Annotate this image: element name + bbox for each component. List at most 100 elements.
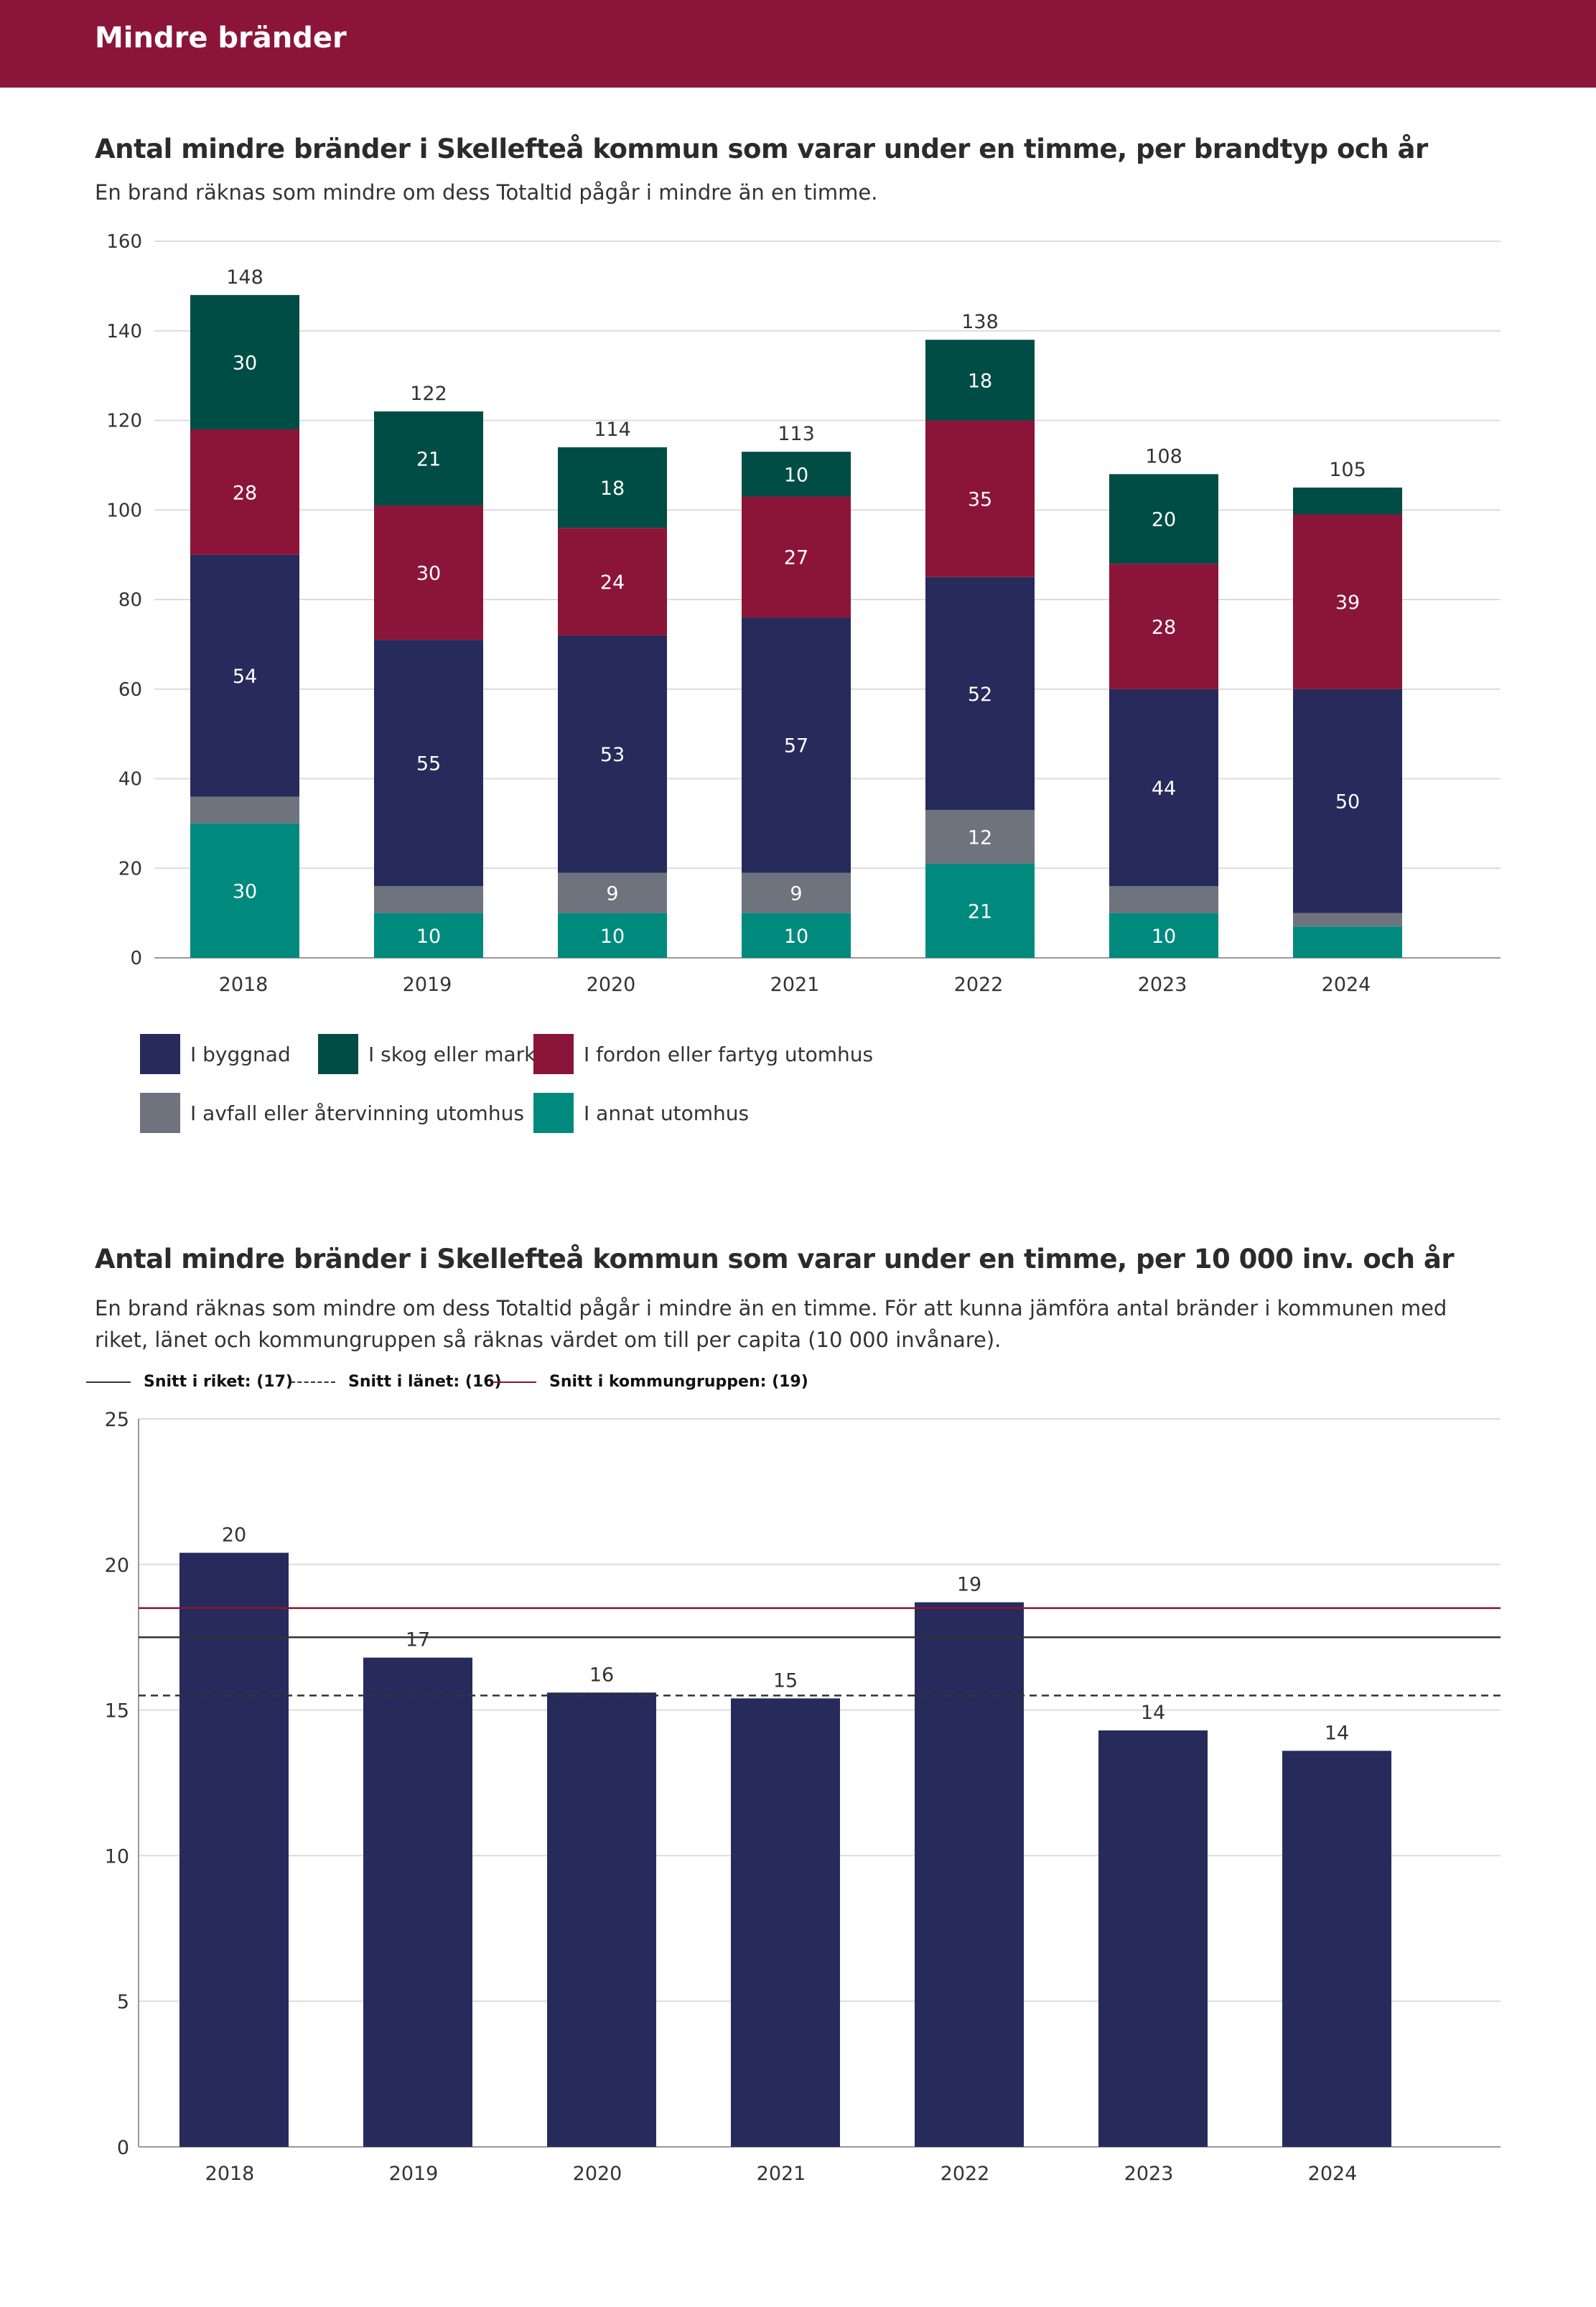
- bar-segment: [925, 340, 1035, 421]
- segment-value-label: 30: [233, 352, 257, 374]
- bar-segment: [925, 864, 1035, 958]
- bar-total-label: 105: [1329, 459, 1366, 481]
- bar-value-label: 14: [1325, 1722, 1349, 1744]
- segment-value-label: 20: [1152, 509, 1176, 531]
- segment-value-label: 28: [233, 482, 257, 504]
- legend-label: I skog eller mark: [368, 1042, 536, 1066]
- bar: [363, 1657, 472, 2147]
- bar-total-label: 114: [594, 419, 631, 441]
- bar-value-label: 14: [1141, 1702, 1165, 1724]
- bar-segment: [190, 294, 299, 429]
- legend-item: I fordon eller fartyg utomhus: [533, 1034, 873, 1074]
- per-capita-bar-chart: 0 5 10 15 20 25 20 2018 17 2019 16 2020 15 2021 19 2022…: [105, 1409, 1501, 2185]
- stacked-bar-chart: 0204060801001201401603054283014820181055…: [106, 231, 1501, 996]
- chart1-subtitle: En brand räknas som mindre om dess Total…: [95, 180, 878, 205]
- bar-value-label: 16: [589, 1664, 614, 1686]
- segment-value-label: 44: [1152, 778, 1176, 800]
- bar-total-label: 108: [1145, 445, 1182, 467]
- bar-total-label: 138: [961, 311, 999, 333]
- reference-legend-line: [291, 1381, 335, 1383]
- x-tick-label: 2020: [573, 2163, 622, 2185]
- legend-label: I byggnad: [190, 1042, 291, 1066]
- bar-segment: [1109, 474, 1218, 564]
- legend-item: I avfall eller återvinning utomhus: [140, 1093, 524, 1133]
- bar: [731, 1698, 840, 2147]
- y-tick-label: 10: [105, 1845, 129, 1868]
- legend-swatch: [318, 1034, 358, 1074]
- segment-value-label: 9: [790, 883, 802, 905]
- segment-value-label: 55: [416, 753, 441, 775]
- bar-segment: [374, 505, 483, 640]
- legend-label: I fordon eller fartyg utomhus: [584, 1042, 874, 1066]
- bar-segment: [1293, 514, 1402, 689]
- x-tick-label: 2022: [954, 974, 1004, 996]
- y-tick-label: 0: [130, 948, 142, 969]
- legend-label: I annat utomhus: [584, 1101, 750, 1125]
- segment-value-label: 18: [600, 477, 625, 500]
- y-tick-label: 160: [106, 231, 142, 253]
- bar-segment: [742, 452, 851, 497]
- bar-segment: [925, 577, 1035, 811]
- bar-segment: [1109, 564, 1218, 689]
- legend-swatch: [140, 1093, 180, 1133]
- segment-value-label: 39: [1335, 592, 1360, 614]
- segment-value-label: 21: [416, 449, 441, 471]
- bar-segment: [558, 447, 667, 528]
- segment-value-label: 52: [968, 684, 992, 706]
- y-tick-label: 5: [117, 1991, 129, 2013]
- y-tick-label: 40: [118, 769, 142, 791]
- bar-segment: [1293, 913, 1402, 927]
- reference-legend-line: [86, 1381, 131, 1383]
- reference-legend-item: Snitt i kommungruppen: (19): [492, 1373, 808, 1391]
- y-tick-label: 100: [106, 500, 142, 521]
- bar-value-label: 17: [406, 1629, 430, 1651]
- x-tick-label: 2018: [219, 974, 269, 996]
- y-tick-label: 15: [105, 1700, 129, 1723]
- segment-value-label: 57: [784, 735, 808, 758]
- bar-segment: [925, 810, 1035, 864]
- bar-segment: [742, 913, 851, 958]
- bar-segment: [1293, 689, 1402, 913]
- x-tick-label: 2023: [1138, 974, 1187, 996]
- y-tick-label: 0: [117, 2137, 129, 2159]
- bar-segment: [1293, 926, 1402, 958]
- y-tick-label: 120: [106, 411, 142, 432]
- chart2-reference-legend: Snitt i riket: (17) Snitt i länet: (16) Sn…: [86, 1373, 876, 1402]
- reference-legend-label: Snitt i riket: (17): [144, 1373, 293, 1391]
- bar-segment: [190, 823, 299, 958]
- bar-total-label: 148: [226, 266, 263, 289]
- x-tick-label: 2019: [403, 974, 452, 996]
- bar-segment: [742, 617, 851, 873]
- segment-value-label: 35: [968, 489, 992, 511]
- bar-total-label: 122: [410, 383, 447, 405]
- bar-segment: [1109, 886, 1218, 913]
- legend-item: I byggnad: [140, 1034, 291, 1074]
- header-bar: [0, 0, 1596, 88]
- segment-value-label: 10: [416, 926, 441, 948]
- bar-segment: [190, 554, 299, 797]
- segment-value-label: 53: [600, 744, 625, 766]
- bar: [915, 1602, 1024, 2147]
- bar-segment: [558, 913, 667, 958]
- legend-swatch: [533, 1093, 574, 1133]
- bar: [1098, 1730, 1208, 2147]
- segment-value-label: 12: [968, 827, 992, 849]
- segment-value-label: 24: [600, 572, 625, 594]
- bar-segment: [190, 796, 299, 824]
- segment-value-label: 9: [606, 883, 618, 905]
- bar: [1282, 1751, 1391, 2147]
- x-tick-label: 2024: [1308, 2163, 1358, 2185]
- bar-segment: [558, 528, 667, 635]
- legend-swatch: [140, 1034, 180, 1074]
- segment-value-label: 54: [233, 666, 257, 688]
- bar-value-label: 19: [957, 1574, 981, 1596]
- bar-segment: [374, 411, 483, 506]
- bar-segment: [558, 872, 667, 913]
- bar-segment: [374, 913, 483, 958]
- x-tick-label: 2022: [941, 2163, 990, 2185]
- bar-segment: [742, 496, 851, 617]
- segment-value-label: 21: [968, 901, 992, 923]
- y-tick-label: 60: [118, 679, 142, 701]
- segment-value-label: 28: [1152, 616, 1176, 638]
- bar-segment: [1109, 689, 1218, 887]
